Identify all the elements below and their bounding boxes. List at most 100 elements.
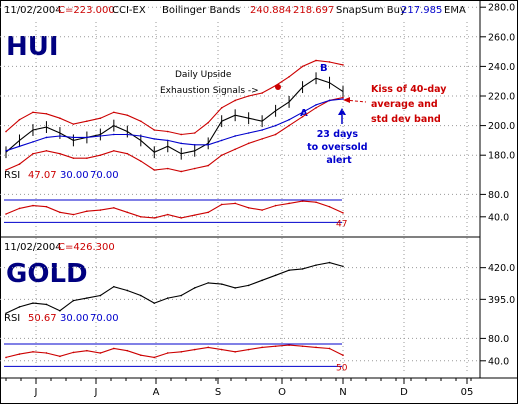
month-label: S bbox=[215, 387, 221, 398]
gold-price-point bbox=[86, 297, 88, 299]
y-tick-label: 80.0 bbox=[488, 334, 509, 345]
header-snap-label: SnapSum Buy bbox=[336, 5, 406, 16]
hui-price-point bbox=[153, 138, 156, 140]
y-tick-label: 200.0 bbox=[488, 121, 515, 132]
hui-price-point bbox=[72, 123, 75, 125]
gold-price-point bbox=[140, 294, 142, 297]
gold-rsi-point bbox=[301, 345, 304, 348]
hui-rsi-point bbox=[18, 207, 21, 210]
rsi-last-value: 47 bbox=[336, 219, 347, 229]
hui-rsi-point bbox=[234, 202, 236, 205]
gold-rsi-point bbox=[59, 355, 61, 358]
hui-rsi-point bbox=[220, 203, 223, 206]
y-tick-label: 395.0 bbox=[488, 295, 515, 306]
gold-price-point bbox=[301, 268, 304, 270]
gold-price-point bbox=[274, 274, 277, 277]
gold-price-point bbox=[18, 306, 21, 308]
gold-rsi-point bbox=[86, 349, 88, 352]
hui-price-point bbox=[247, 142, 250, 145]
alert-note-line-1: 23 days bbox=[317, 129, 359, 140]
y-tick-label: 40.0 bbox=[488, 212, 509, 223]
hui-rsi-legend: RSI 47.07 30.00 70.00 bbox=[4, 170, 119, 181]
hui-price-point bbox=[166, 167, 169, 170]
hui-price-point bbox=[5, 149, 7, 152]
hui-price-point bbox=[5, 130, 7, 133]
hui-price-point bbox=[59, 117, 61, 119]
gold-price-point bbox=[45, 303, 48, 306]
header-bands-label: Bollinger Bands bbox=[162, 5, 240, 16]
hui-price-point bbox=[140, 135, 142, 137]
hui-price-point bbox=[328, 99, 331, 102]
hui-rsi-value: 47.07 bbox=[28, 170, 57, 181]
hui-price-point bbox=[288, 118, 290, 121]
hui-price-point bbox=[45, 136, 48, 139]
hui-rsi-point bbox=[140, 216, 142, 218]
point-b-label: B bbox=[320, 63, 328, 74]
hui-rsi-label: RSI bbox=[4, 170, 20, 181]
hui-price-point bbox=[18, 163, 21, 165]
hui-price-point bbox=[180, 133, 183, 136]
hui-price-point bbox=[113, 111, 115, 114]
hui-price-point bbox=[18, 145, 21, 148]
month-label: J bbox=[34, 387, 38, 398]
header-ema-value: 217.985 bbox=[401, 5, 442, 16]
hui-price-point bbox=[220, 139, 223, 142]
gold-rsi-point bbox=[288, 344, 290, 346]
hui-price-point bbox=[315, 59, 317, 62]
hui-price-point bbox=[315, 107, 317, 109]
hui-price-point bbox=[180, 170, 183, 173]
hui-price-point bbox=[342, 98, 344, 100]
hui-price-point bbox=[32, 141, 34, 143]
hui-price-point bbox=[328, 61, 331, 63]
gold-price-point bbox=[328, 261, 331, 264]
hui-price-point bbox=[5, 169, 7, 171]
gold-price-point bbox=[126, 289, 129, 292]
hui-price-point bbox=[45, 149, 48, 152]
gold-header-date: 11/02/2004 bbox=[4, 242, 62, 253]
gold-rsi-low-level: 30.00 bbox=[60, 313, 89, 324]
hui-price-point bbox=[99, 135, 102, 137]
hui-rsi-low-level: 30.00 bbox=[60, 170, 89, 181]
gold-price-point bbox=[166, 297, 169, 299]
gold-rsi-legend: RSI 50.67 30.00 70.00 bbox=[4, 313, 119, 324]
gold-rsi-point bbox=[153, 356, 156, 359]
gold-price-point bbox=[153, 302, 156, 304]
gold-price-point bbox=[261, 279, 263, 282]
exhaustion-note-line-2: Exhaustion Signals -> bbox=[160, 86, 259, 96]
hui-rsi-point bbox=[32, 204, 34, 207]
hui-price-point bbox=[315, 104, 317, 106]
hui-price-point bbox=[342, 64, 344, 66]
alert-arrow-head bbox=[338, 108, 346, 115]
y-tick-label: 260.0 bbox=[488, 32, 515, 43]
hui-rsi-point bbox=[247, 207, 250, 209]
hui-price-point bbox=[32, 111, 34, 114]
hui-price-point bbox=[86, 157, 88, 159]
gold-price-point bbox=[5, 312, 7, 315]
hui-price-point bbox=[193, 132, 196, 134]
hui-rsi-point bbox=[166, 213, 169, 216]
gold-rsi-point bbox=[5, 356, 7, 359]
hui-price-point bbox=[301, 111, 304, 114]
y-tick-label: 40.0 bbox=[488, 356, 509, 367]
grid-layer bbox=[0, 6, 480, 372]
hui-price-point bbox=[247, 132, 250, 134]
gold-rsi-point bbox=[166, 352, 169, 354]
hui-price-point bbox=[301, 65, 304, 68]
gold-price-point bbox=[193, 287, 196, 289]
alert-note-line-3: alert bbox=[326, 155, 352, 166]
hui-rsi-point bbox=[207, 211, 209, 214]
gold-price-point bbox=[342, 265, 344, 268]
hui-price-point bbox=[86, 136, 88, 139]
hui-price-point bbox=[153, 129, 156, 131]
gold-rsi-point bbox=[234, 351, 236, 353]
hui-price-upper-band-line bbox=[5, 59, 344, 136]
hui-price-point bbox=[113, 149, 115, 152]
hui-price-point bbox=[126, 114, 129, 117]
gold-rsi-point bbox=[72, 351, 75, 354]
gold-rsi-point bbox=[140, 354, 142, 357]
hui-price-point bbox=[288, 124, 290, 127]
y-tick-label: 420.0 bbox=[488, 263, 515, 274]
hui-price-point bbox=[99, 154, 102, 156]
hui-price-point bbox=[113, 133, 115, 136]
